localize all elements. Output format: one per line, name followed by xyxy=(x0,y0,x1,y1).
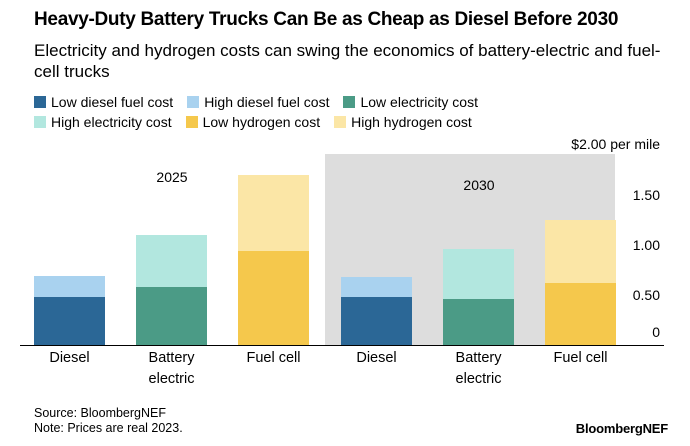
bar-low-2025-diesel xyxy=(34,297,105,345)
x-category-label-2025-battery-electric: Battery xyxy=(149,350,196,366)
legend-label-high-electricity: High electricity cost xyxy=(51,114,172,130)
bar-low-2025-fuel-cell xyxy=(238,251,309,345)
bar-high-2025-fuel-cell xyxy=(238,175,309,251)
legend-swatch-low-hydrogen xyxy=(185,116,198,128)
legend-label-high-diesel: High diesel fuel cost xyxy=(204,94,330,110)
legend-swatch-low-diesel xyxy=(34,96,46,108)
legend-label-low-diesel: Low diesel fuel cost xyxy=(51,94,174,110)
bar-high-2030-battery-electric xyxy=(443,249,514,299)
legend-swatch-high-electricity xyxy=(34,116,46,128)
legend-item-low-electricity: Low electricity cost xyxy=(343,94,478,110)
bar-low-2030-fuel-cell xyxy=(545,283,616,345)
bar-low-2030-battery-electric xyxy=(443,299,514,345)
legend-label-low-electricity: Low electricity cost xyxy=(360,94,478,110)
y-tick-label-0: 0 xyxy=(652,324,660,340)
source-note: Source: BloombergNEF xyxy=(34,406,167,420)
bar-low-2030-diesel xyxy=(341,297,412,345)
legend-swatch-high-diesel xyxy=(187,96,200,108)
bar-low-2025-battery-electric xyxy=(136,287,207,345)
bar-high-2025-diesel xyxy=(34,276,105,297)
legend: Low diesel fuel cost High diesel fuel co… xyxy=(34,92,664,132)
legend-swatch-low-electricity xyxy=(343,96,356,108)
brand-logo: BloombergNEF xyxy=(575,421,668,436)
legend-item-low-diesel: Low diesel fuel cost xyxy=(34,94,173,110)
x-category-label-2030-battery-electric-line2: electric xyxy=(456,371,502,387)
y-tick-label-2: 1.00 xyxy=(633,237,660,253)
y-tick-label-3: 1.50 xyxy=(633,187,660,203)
group-label-2030: 2030 xyxy=(463,177,494,193)
legend-swatch-high-hydrogen xyxy=(334,116,347,128)
x-category-label-2030-battery-electric: Battery xyxy=(456,350,503,366)
bar-high-2030-fuel-cell xyxy=(545,220,616,283)
bar-high-2030-diesel xyxy=(341,277,412,297)
x-category-label-2030-fuel-cell: Fuel cell xyxy=(554,350,608,366)
x-category-label-2025-battery-electric-line2: electric xyxy=(149,371,195,387)
footer: Source: BloombergNEF Note: Prices are re… xyxy=(34,406,183,436)
bar-high-2025-battery-electric xyxy=(136,235,207,287)
legend-item-high-electricity: High electricity cost xyxy=(34,114,172,130)
legend-label-high-hydrogen: High hydrogen cost xyxy=(351,114,472,130)
y-axis-unit-label: $2.00 per mile xyxy=(571,136,660,152)
price-note: Note: Prices are real 2023. xyxy=(34,421,183,435)
chart-subtitle: Electricity and hydrogen costs can swing… xyxy=(34,41,661,81)
y-tick-label-1: 0.50 xyxy=(633,287,660,303)
x-category-label-2030-diesel: Diesel xyxy=(356,350,396,366)
x-category-label-2025-fuel-cell: Fuel cell xyxy=(247,350,301,366)
legend-item-high-hydrogen: High hydrogen cost xyxy=(334,114,472,130)
legend-item-low-hydrogen: Low hydrogen cost xyxy=(185,114,321,130)
legend-item-high-diesel: High diesel fuel cost xyxy=(187,94,329,110)
legend-label-low-hydrogen: Low hydrogen cost xyxy=(202,114,321,130)
chart-title: Heavy-Duty Battery Trucks Can Be as Chea… xyxy=(34,9,619,30)
x-category-label-2025-diesel: Diesel xyxy=(49,350,89,366)
group-label-2025: 2025 xyxy=(156,169,187,185)
